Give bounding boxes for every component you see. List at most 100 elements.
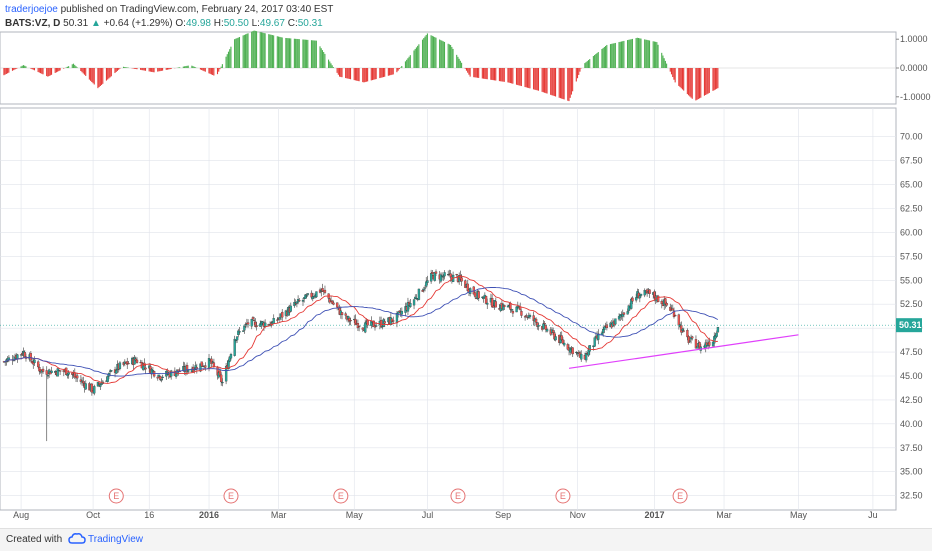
candle-body — [529, 315, 531, 317]
osc-bar — [256, 31, 257, 68]
candle-body — [336, 303, 338, 308]
osc-bar — [595, 54, 596, 68]
osc-bar — [483, 68, 484, 79]
osc-bar — [143, 68, 144, 70]
osc-bar — [75, 66, 76, 68]
osc-bar — [211, 68, 212, 74]
osc-bar — [417, 46, 418, 68]
osc-bar — [664, 58, 665, 68]
osc-bar — [631, 39, 632, 68]
osc-bar — [217, 68, 218, 74]
candle-body — [696, 347, 698, 349]
symbol-name: BATS:VZ, D — [5, 18, 60, 29]
osc-bar — [435, 38, 436, 68]
candle-body — [424, 288, 426, 289]
earnings-marker-label: E — [338, 491, 344, 501]
osc-bar — [254, 31, 255, 68]
osc-bar — [110, 68, 111, 77]
osc-bar — [42, 68, 43, 74]
osc-bar — [200, 68, 201, 70]
candle-body — [525, 316, 527, 317]
candle-body — [239, 331, 241, 332]
osc-bar — [485, 68, 486, 79]
osc-bar — [433, 36, 434, 68]
osc-bar — [341, 68, 342, 77]
osc-bar — [205, 68, 206, 72]
osc-bar — [708, 68, 709, 94]
candle-body — [674, 315, 676, 316]
osc-bar — [639, 38, 640, 68]
candle-body — [524, 316, 526, 317]
osc-bar — [150, 68, 151, 72]
osc-bar — [695, 68, 696, 100]
osc-bar — [649, 40, 650, 68]
osc-bar — [603, 48, 604, 68]
candle-body — [552, 330, 554, 332]
osc-bar — [546, 68, 547, 94]
osc-bar — [345, 68, 346, 78]
osc-bar — [424, 37, 425, 68]
osc-bar — [388, 68, 389, 76]
osc-bar — [478, 68, 479, 78]
osc-bar — [503, 68, 504, 82]
osc-bar — [586, 62, 587, 68]
osc-bar — [40, 68, 41, 73]
osc-bar — [461, 63, 462, 68]
osc-bar — [280, 37, 281, 68]
osc-bar — [529, 68, 530, 88]
osc-bar — [25, 66, 26, 68]
candle-body — [134, 358, 136, 365]
osc-bar — [611, 44, 612, 68]
osc-bar — [615, 43, 616, 68]
osc-bar — [316, 41, 317, 68]
time-tick-label: Sep — [495, 510, 511, 520]
osc-bar — [287, 38, 288, 68]
osc-bar — [149, 68, 150, 71]
osc-bar — [114, 68, 115, 73]
osc-bar — [528, 68, 529, 88]
osc-bar — [125, 67, 126, 68]
osc-bar — [654, 42, 655, 68]
osc-bar — [272, 35, 273, 68]
candle-body — [631, 298, 633, 301]
osc-bar — [640, 39, 641, 68]
osc-bar — [570, 68, 571, 98]
osc-bar — [374, 68, 375, 79]
osc-bar — [510, 68, 511, 83]
osc-bar — [534, 68, 535, 90]
osc-bar — [526, 68, 527, 87]
osc-bar — [171, 68, 172, 69]
osc-bar — [124, 67, 125, 68]
osc-bar — [645, 40, 646, 68]
candle-body — [492, 306, 494, 307]
candle-body — [413, 300, 415, 306]
candle-body — [329, 299, 331, 302]
osc-bar — [221, 67, 222, 68]
osc-bar — [683, 68, 684, 91]
osc-bar — [587, 61, 588, 68]
osc-bar — [153, 68, 154, 72]
candle-body — [426, 281, 428, 283]
osc-bar — [658, 45, 659, 68]
tradingview-brand-link[interactable]: TradingView — [88, 534, 143, 545]
osc-bar — [100, 68, 101, 86]
candle-body — [716, 333, 718, 337]
osc-bar — [136, 68, 137, 69]
osc-bar — [263, 33, 264, 68]
candle-body — [657, 296, 659, 302]
osc-bar — [356, 68, 357, 81]
osc-bar — [329, 61, 330, 68]
osc-bar — [228, 52, 229, 68]
osc-bar — [512, 68, 513, 84]
candle-body — [201, 362, 203, 367]
osc-bar — [465, 68, 466, 69]
osc-bar — [409, 57, 410, 68]
osc-bar — [450, 45, 451, 68]
osc-bar — [119, 68, 120, 69]
candle-body — [511, 309, 513, 310]
osc-bar — [576, 68, 577, 81]
osc-bar — [23, 65, 24, 68]
osc-bar — [183, 67, 184, 68]
osc-bar — [627, 40, 628, 68]
author-link[interactable]: traderjoejoe — [5, 4, 58, 15]
